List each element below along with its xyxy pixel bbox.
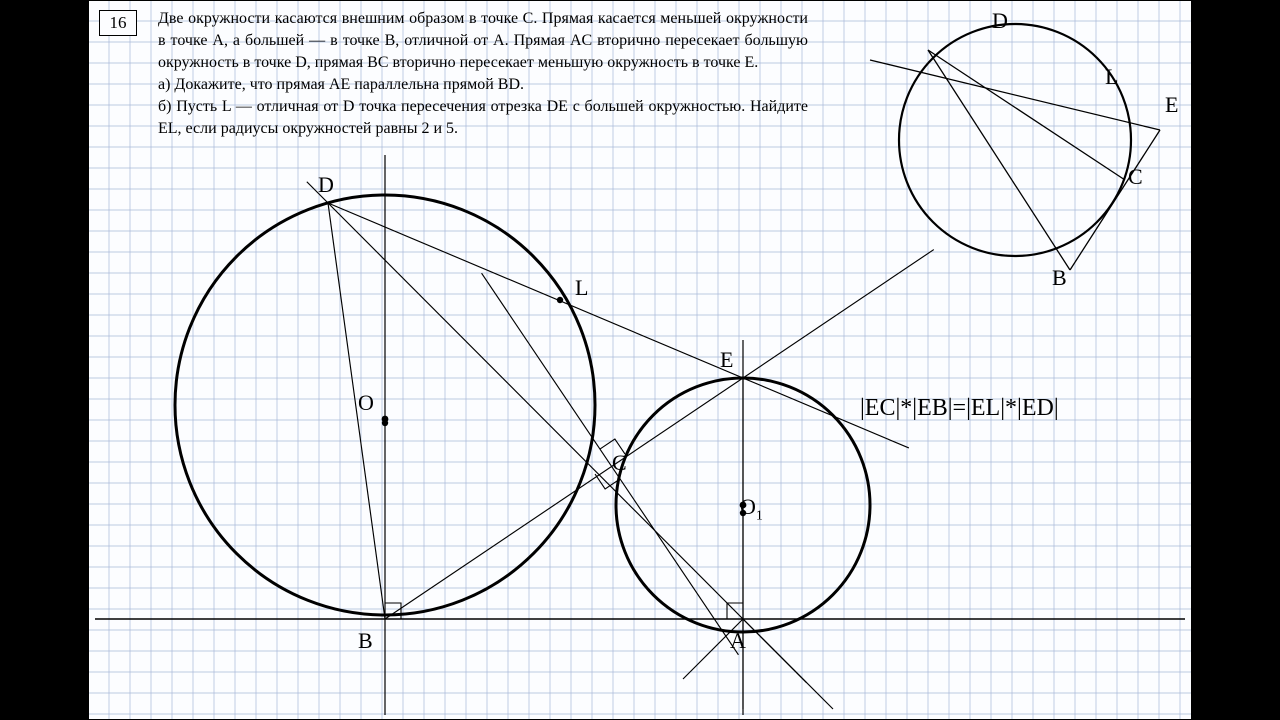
point-label-D: D bbox=[318, 172, 334, 198]
problem-number-box: 16 bbox=[99, 10, 137, 36]
point-label-C: C bbox=[612, 450, 627, 476]
point-label-L: L bbox=[575, 275, 588, 301]
point-label-E: E bbox=[720, 347, 733, 373]
point-label-O<sub style="font-size:14px">1</sub>: O1 bbox=[740, 494, 763, 524]
point-label-E: E bbox=[1165, 92, 1178, 118]
point-label-A: A bbox=[730, 628, 746, 654]
point-label-C: C bbox=[1128, 164, 1143, 190]
problem-line-2: а) Докажите, что прямая AE параллельна п… bbox=[158, 76, 524, 93]
point-label-D: D bbox=[992, 8, 1008, 34]
problem-number: 16 bbox=[110, 13, 127, 32]
point-label-B: B bbox=[358, 628, 373, 654]
stage: 16 Две окружности касаются внешним образ… bbox=[0, 0, 1280, 720]
point-label-B: B bbox=[1052, 265, 1067, 291]
point-label-L: L bbox=[1105, 64, 1118, 90]
point-label-O: O bbox=[358, 390, 374, 416]
power-of-point-formula: |EC|*|EB|=|EL|*|ED| bbox=[860, 395, 1059, 422]
problem-line-3: б) Пусть L — отличная от D точка пересеч… bbox=[158, 98, 808, 137]
problem-line-1: Две окружности касаются внешним образом … bbox=[158, 10, 808, 71]
problem-text: Две окружности касаются внешним образом … bbox=[158, 8, 808, 140]
